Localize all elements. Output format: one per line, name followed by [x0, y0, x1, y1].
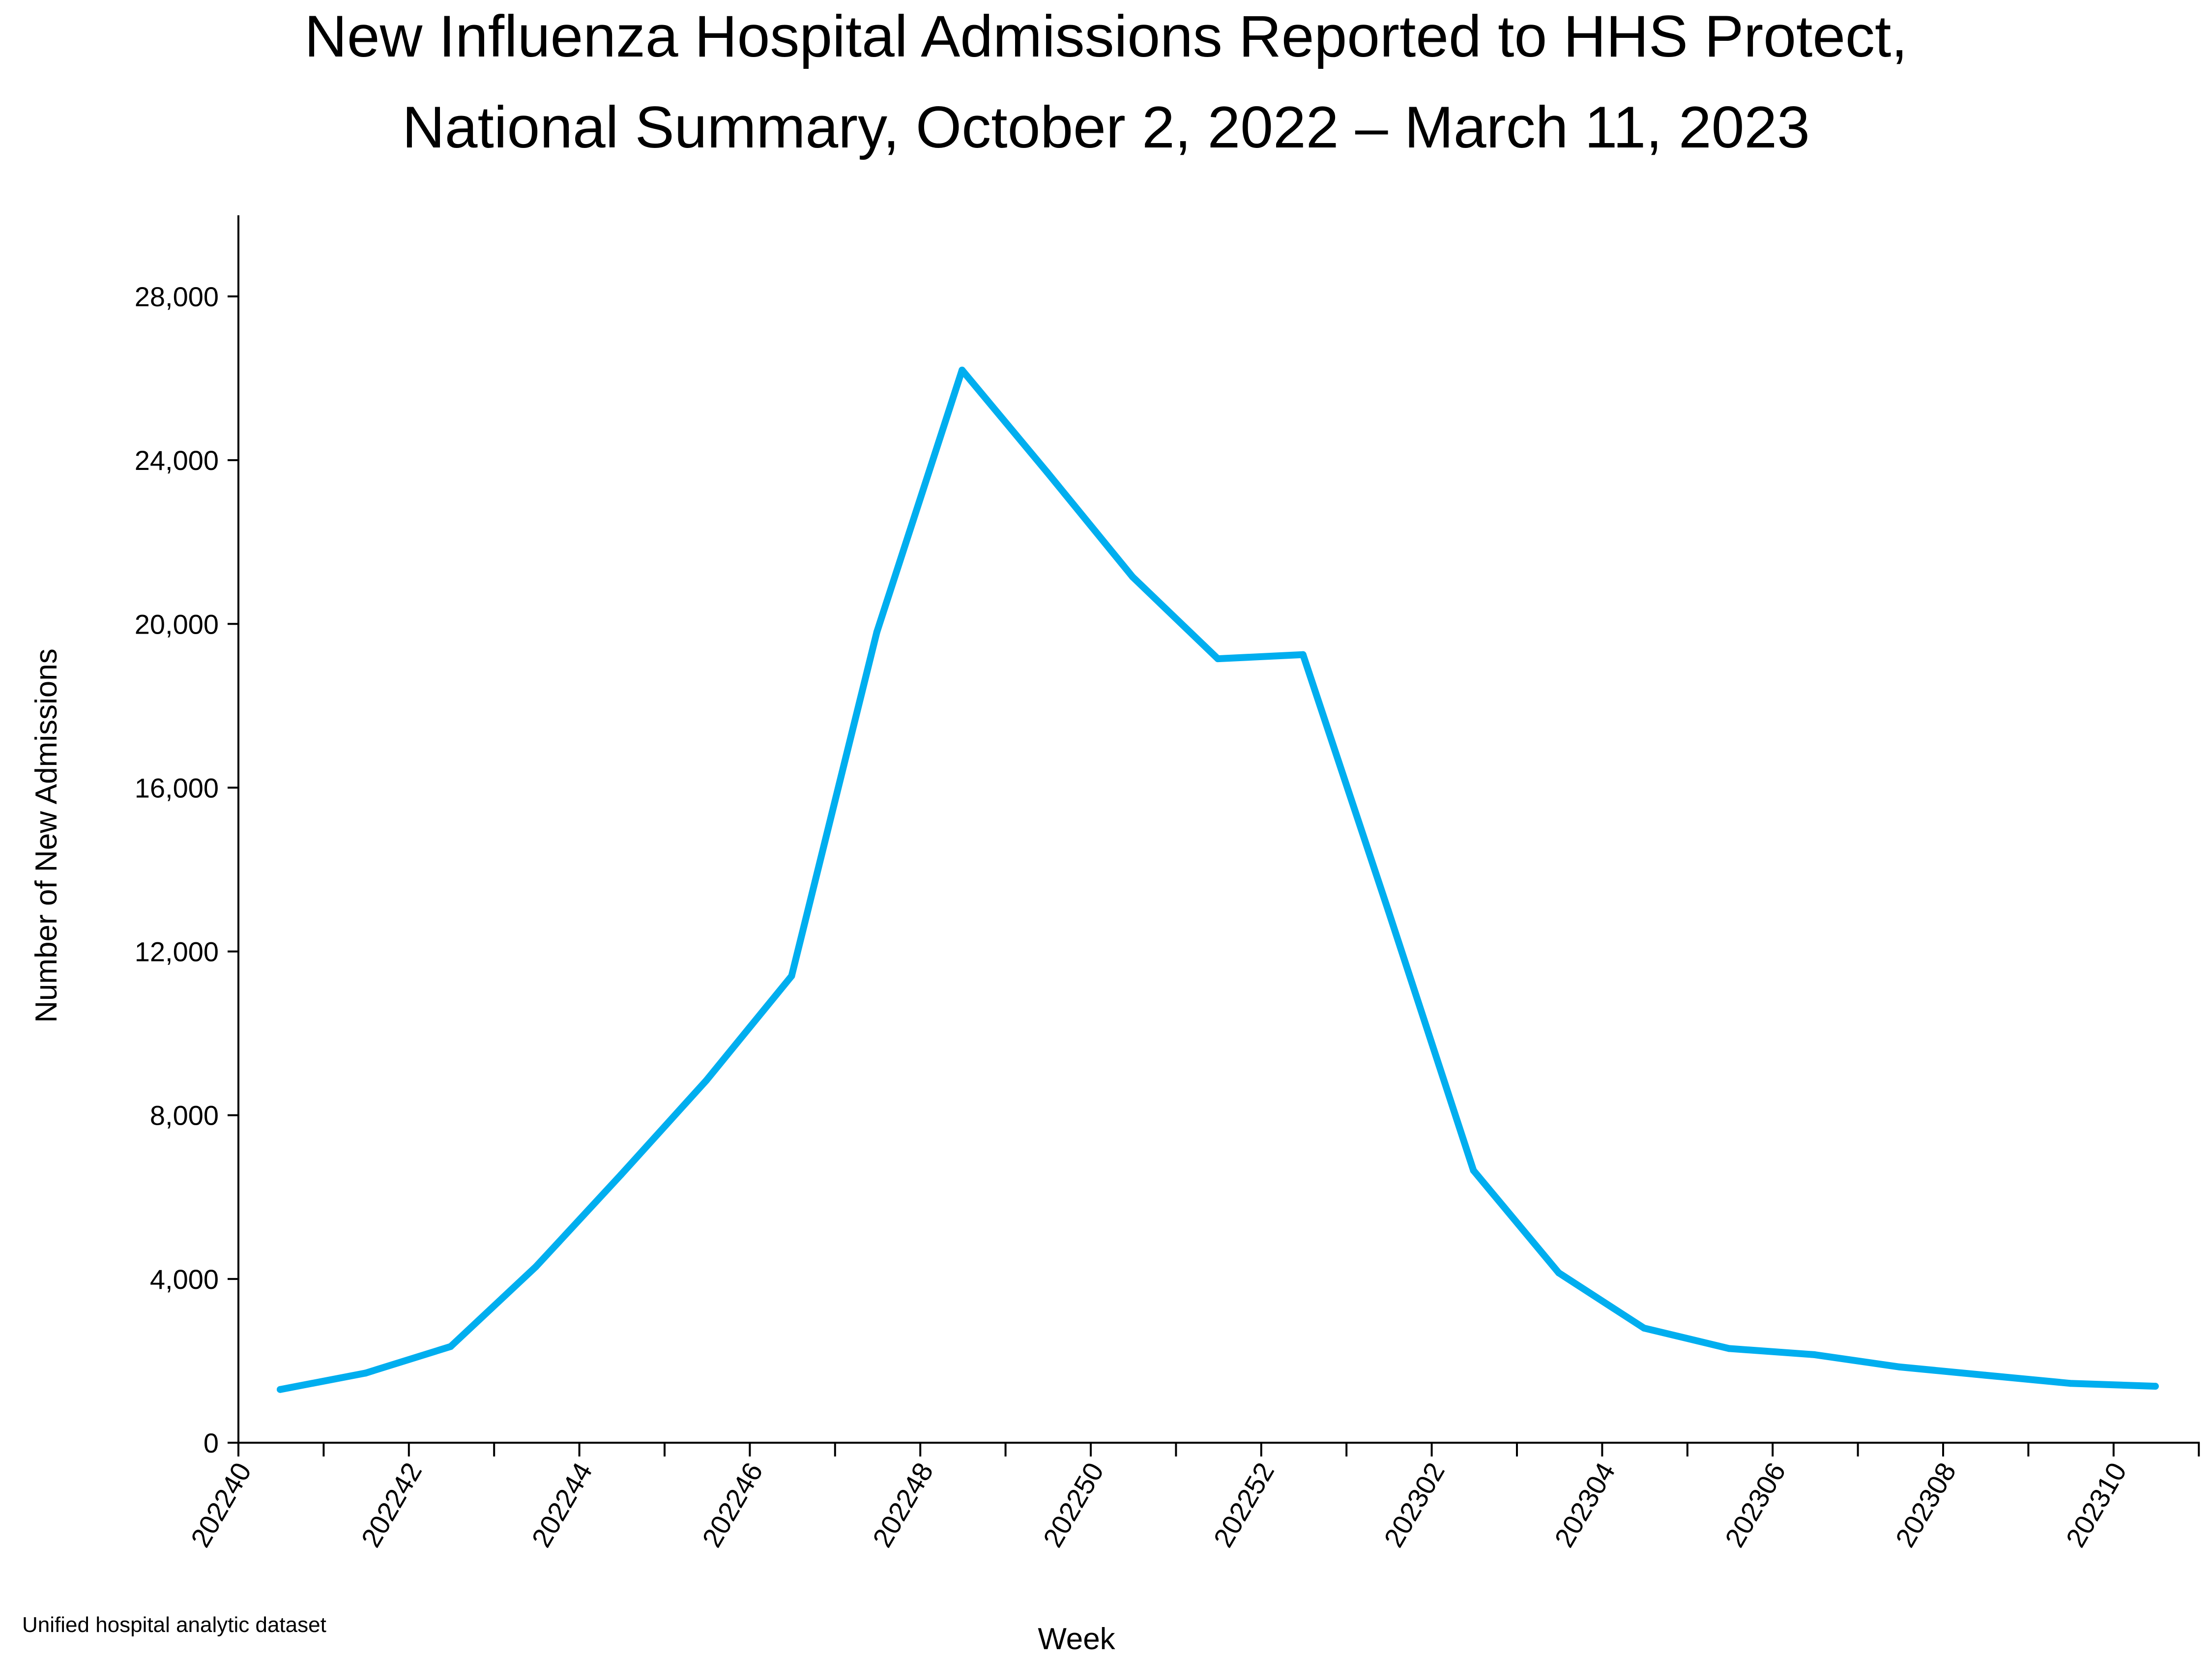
x-tick-label: 202252	[1207, 1457, 1280, 1552]
x-tick-label: 202244	[525, 1457, 598, 1552]
series-line-group	[277, 366, 2159, 1393]
x-tick-label: 202308	[1889, 1457, 1962, 1552]
data-point	[1044, 469, 1051, 476]
data-point	[617, 1171, 625, 1178]
x-tick-label: 202302	[1378, 1457, 1451, 1552]
x-tick-label: 202242	[355, 1457, 428, 1552]
data-point	[1385, 907, 1392, 914]
y-tick-label: 4,000	[150, 1264, 219, 1295]
y-axis-title: Number of New Admissions	[29, 648, 63, 1023]
data-point	[1896, 1363, 1903, 1370]
data-point	[447, 1343, 454, 1350]
source-note: Unified hospital analytic dataset	[22, 1613, 326, 1637]
y-tick-label: 12,000	[135, 936, 219, 967]
y-tick-label: 24,000	[135, 445, 219, 476]
y-tick-label: 8,000	[150, 1100, 219, 1131]
data-point	[362, 1369, 369, 1377]
x-axis-title: Week	[1038, 1622, 1115, 1656]
x-tick-label: 202248	[867, 1457, 939, 1552]
data-point	[1725, 1345, 1733, 1352]
x-tick-label: 202240	[184, 1457, 257, 1552]
data-point	[2066, 1380, 2074, 1387]
data-point	[873, 628, 880, 636]
data-point	[1129, 573, 1136, 581]
y-tick-label: 20,000	[135, 609, 219, 640]
data-point	[1555, 1269, 1562, 1277]
data-point	[959, 366, 966, 374]
y-tick-label: 16,000	[135, 772, 219, 803]
data-point	[532, 1263, 540, 1270]
series-line	[277, 366, 2159, 1393]
x-axis: 202240 202242 202244 202246 202248 202250 2022…	[184, 1442, 2200, 1552]
data-point	[788, 972, 795, 980]
data-point	[1299, 651, 1307, 658]
x-tick-label: 202306	[1719, 1457, 1792, 1552]
data-point	[2152, 1383, 2159, 1390]
data-point	[1981, 1371, 1988, 1379]
x-tick-label: 202246	[696, 1457, 769, 1552]
y-tick-label: 28,000	[135, 281, 219, 312]
chart-title-line-1: New Influenza Hospital Admissions Report…	[304, 3, 1908, 69]
y-tick-label: 0	[204, 1427, 219, 1458]
data-point	[703, 1077, 710, 1084]
x-tick-label: 202310	[2060, 1457, 2132, 1552]
data-point	[1811, 1351, 1818, 1358]
chart-title-line-2: National Summary, October 2, 2022 – Marc…	[402, 94, 1810, 160]
x-tick-label: 202304	[1548, 1457, 1621, 1552]
data-point	[1470, 1167, 1477, 1174]
y-axis: 0 4,000 8,000 12,000 16,000 20,000 24,000 28,00…	[135, 215, 239, 1458]
x-tick-label: 202250	[1037, 1457, 1109, 1552]
data-point	[277, 1386, 284, 1393]
data-point	[1214, 655, 1222, 663]
data-point	[1640, 1324, 1648, 1332]
